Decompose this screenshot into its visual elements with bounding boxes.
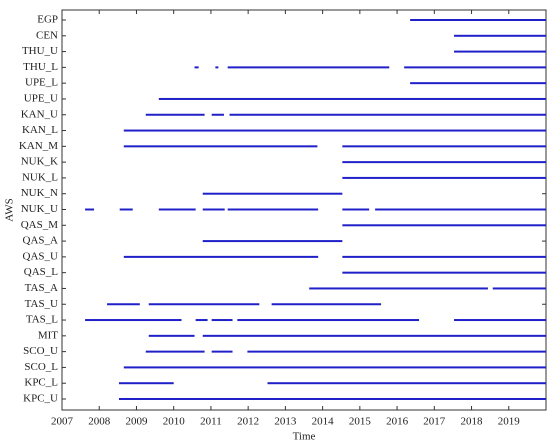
segment <box>148 334 195 337</box>
y-tick-label: UPE_L <box>25 77 58 89</box>
y-tick-label: QAS_U <box>23 250 59 262</box>
segment <box>237 319 420 322</box>
y-tick-label: KPC_L <box>24 377 58 389</box>
segment <box>342 255 546 258</box>
x-tick-label: 2017 <box>423 416 446 428</box>
segment <box>119 208 133 211</box>
y-tick-label: TAS_A <box>25 282 58 294</box>
segment <box>158 97 547 100</box>
segment <box>492 287 546 290</box>
x-tick-label: 2008 <box>88 416 111 428</box>
segment <box>195 319 208 322</box>
y-tick-label: CEN <box>36 29 58 41</box>
x-tick-label: 2013 <box>274 416 297 428</box>
y-tick-label: THU_U <box>22 45 58 57</box>
segment <box>342 176 546 179</box>
segment <box>342 161 546 164</box>
segment <box>247 350 546 353</box>
segment <box>410 82 546 85</box>
segment <box>107 303 140 306</box>
y-tick-label: TAS_L <box>26 314 58 326</box>
y-tick-label: NUK_N <box>21 187 58 199</box>
segment <box>309 287 488 290</box>
y-tick-label: NUK_L <box>22 171 58 183</box>
segment <box>202 240 343 243</box>
y-tick-label: NUK_U <box>21 203 58 215</box>
segment <box>118 398 546 400</box>
segment <box>211 350 233 353</box>
y-tick-label: KAN_U <box>21 108 58 120</box>
segment <box>404 66 546 69</box>
segment <box>202 334 547 337</box>
y-tick-label: QAS_L <box>24 266 59 278</box>
y-tick-label: QAS_A <box>23 235 59 247</box>
y-tick-label: TAS_U <box>25 298 58 310</box>
y-tick-label: KAN_M <box>19 140 58 152</box>
segment <box>202 192 343 195</box>
segment <box>158 208 196 211</box>
segment <box>271 303 382 306</box>
y-tick-label: QAS_M <box>21 219 59 231</box>
y-tick-label: SCO_U <box>23 345 58 357</box>
segment <box>227 66 390 69</box>
segment <box>227 208 319 211</box>
x-tick-label: 2007 <box>51 416 74 428</box>
segment <box>211 319 233 322</box>
segment <box>118 382 174 385</box>
segment <box>145 350 205 353</box>
x-tick-label: 2015 <box>349 416 372 428</box>
segment <box>229 113 547 116</box>
y-tick-label: THU_L <box>23 61 58 73</box>
segment <box>123 145 318 148</box>
x-axis-label: Time <box>293 431 316 443</box>
y-tick-label: EGP <box>37 14 58 26</box>
x-tick-label: 2011 <box>200 416 222 428</box>
segment <box>211 113 224 116</box>
segment <box>342 271 546 274</box>
segment <box>342 224 546 227</box>
y-tick-label: KAN_L <box>22 124 58 136</box>
segment <box>267 382 546 385</box>
x-tick-label: 2010 <box>163 416 186 428</box>
segment <box>410 19 546 21</box>
segment <box>123 255 319 258</box>
segment <box>85 319 182 322</box>
x-tick-label: 2016 <box>386 416 409 428</box>
x-tick-label: 2014 <box>312 416 335 428</box>
y-tick-label: MIT <box>38 329 58 341</box>
segment <box>194 66 199 69</box>
segment <box>342 145 546 148</box>
segment <box>215 66 219 69</box>
segment <box>342 208 370 211</box>
segment <box>454 319 546 322</box>
x-tick-label: 2009 <box>125 416 148 428</box>
segment <box>123 129 547 132</box>
x-tick-label: 2012 <box>237 416 259 428</box>
x-tick-label: 2019 <box>498 416 521 428</box>
y-tick-label: SCO_L <box>24 361 58 373</box>
y-tick-label: NUK_K <box>21 156 58 168</box>
segment <box>375 208 546 211</box>
segment <box>85 208 95 211</box>
y-tick-label: UPE_U <box>24 92 58 104</box>
segment <box>123 366 547 369</box>
segment <box>202 208 225 211</box>
segment <box>145 113 205 116</box>
y-axis-label: AWS <box>4 198 16 222</box>
x-tick-label: 2018 <box>461 416 484 428</box>
segment <box>454 34 546 37</box>
y-tick-label: KPC_U <box>23 393 58 405</box>
segment <box>454 50 546 53</box>
segment <box>148 303 260 306</box>
